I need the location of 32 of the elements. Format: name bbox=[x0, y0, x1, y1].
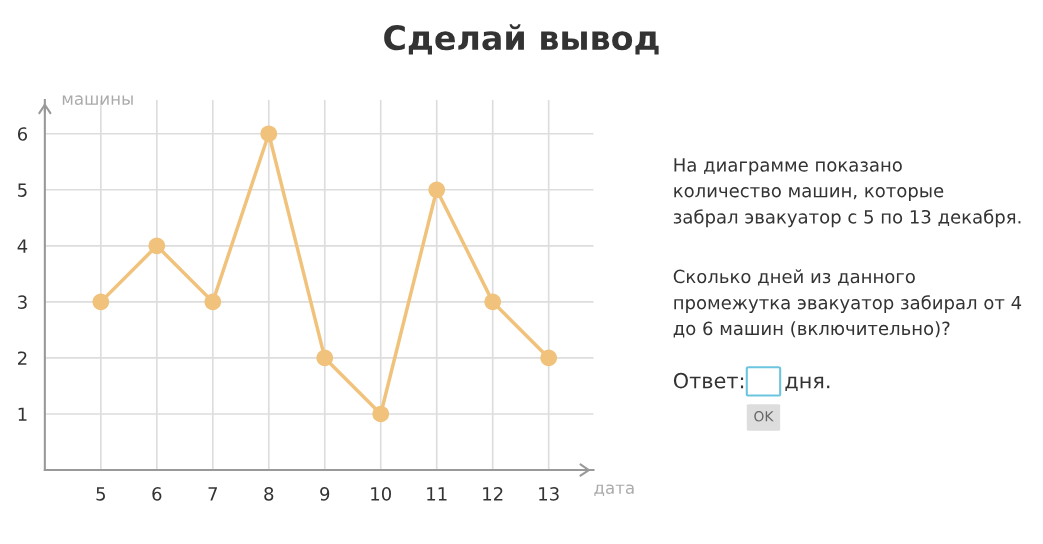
y-tick-label: 5 bbox=[18, 183, 27, 197]
x-tick-label: 6 bbox=[152, 487, 162, 501]
x-tick-label: 9 bbox=[320, 487, 330, 501]
x-tick-label: 13 bbox=[539, 487, 559, 501]
text: На диаграмме показано количество машин, которые забрал эвакуатор с 5 по 13 декабря. bbox=[673, 158, 1021, 228]
text: дня. bbox=[785, 376, 830, 392]
x-tick-label: 7 bbox=[208, 487, 217, 501]
point bbox=[316, 349, 334, 367]
point bbox=[204, 293, 222, 311]
y-axis-title: машины bbox=[62, 95, 133, 105]
x-tick-label: 11 bbox=[427, 487, 447, 501]
text: Ответ: bbox=[673, 372, 744, 389]
x-axis-title: дата bbox=[594, 484, 634, 497]
point bbox=[540, 349, 558, 367]
y-tick-label: 1 bbox=[18, 407, 27, 421]
point bbox=[484, 293, 502, 311]
text: Сколько дней из данного промежутка эвакуатор забирал от 4 до 6 машин (включительно)? bbox=[673, 269, 1022, 338]
x-tick-label: 8 bbox=[264, 487, 274, 501]
y-tick-label: 3 bbox=[18, 295, 27, 309]
y-tick-label: 2 bbox=[18, 351, 27, 365]
y-tick-label: 6 bbox=[17, 127, 28, 141]
point bbox=[260, 125, 278, 143]
point bbox=[372, 405, 390, 423]
y-tick-label: 4 bbox=[17, 239, 28, 253]
point bbox=[428, 181, 446, 199]
text: OK bbox=[754, 411, 774, 422]
x-tick-label: 5 bbox=[96, 487, 105, 501]
x-tick-label: 12 bbox=[483, 487, 503, 501]
x-tick-label: 10 bbox=[371, 487, 392, 501]
chart-title: Сделай вывод bbox=[384, 24, 659, 55]
point bbox=[92, 293, 110, 311]
point bbox=[148, 237, 166, 255]
